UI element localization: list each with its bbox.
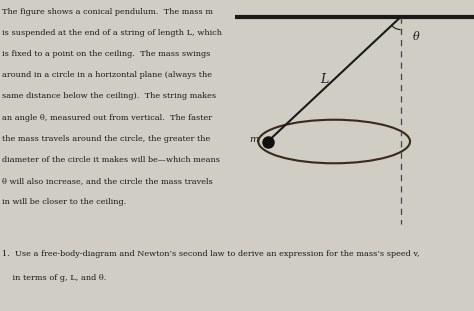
- Text: the mass travels around the circle, the greater the: the mass travels around the circle, the …: [2, 135, 210, 143]
- Text: is suspended at the end of a string of length L, which: is suspended at the end of a string of l…: [2, 29, 222, 37]
- Text: L: L: [320, 73, 329, 86]
- Text: same distance below the ceiling).  The string makes: same distance below the ceiling). The st…: [2, 92, 217, 100]
- Text: diameter of the circle it makes will be—which means: diameter of the circle it makes will be—…: [2, 156, 220, 164]
- Text: in will be closer to the ceiling.: in will be closer to the ceiling.: [2, 198, 127, 206]
- Text: The figure shows a conical pendulum.  The mass m: The figure shows a conical pendulum. The…: [2, 8, 213, 16]
- Text: m: m: [249, 136, 258, 144]
- Text: θ: θ: [412, 32, 419, 42]
- Text: around in a circle in a horizontal plane (always the: around in a circle in a horizontal plane…: [2, 71, 212, 79]
- Text: 1.  Use a free-body-diagram and Newton’s second law to derive an expression for : 1. Use a free-body-diagram and Newton’s …: [2, 250, 420, 258]
- Text: is fixed to a point on the ceiling.  The mass swings: is fixed to a point on the ceiling. The …: [2, 50, 211, 58]
- Text: in terms of g, L, and θ.: in terms of g, L, and θ.: [2, 274, 107, 282]
- Text: θ will also increase, and the circle the mass travels: θ will also increase, and the circle the…: [2, 177, 213, 185]
- Text: an angle θ, measured out from vertical.  The faster: an angle θ, measured out from vertical. …: [2, 114, 212, 122]
